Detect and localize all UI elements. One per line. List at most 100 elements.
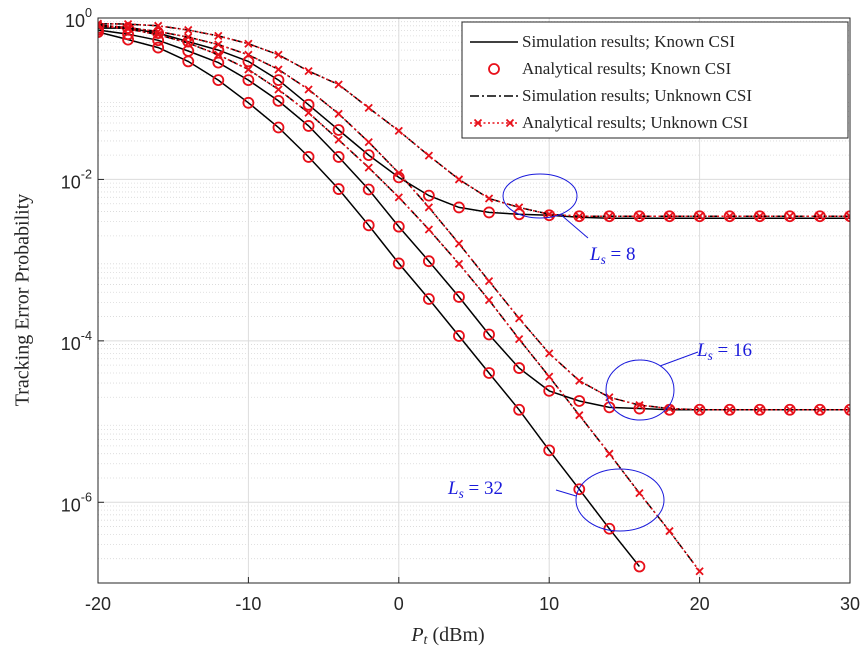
marker-x: [545, 349, 554, 358]
marker-x: [505, 118, 515, 128]
marker-circle: [488, 63, 500, 75]
y-tick-label: 10-2: [61, 168, 92, 192]
marker-circle: [483, 328, 495, 341]
marker-circle: [242, 96, 255, 109]
marker-x: [575, 411, 584, 420]
series-line: [98, 31, 640, 567]
marker-circle: [362, 183, 375, 196]
legend: Simulation results; Known CSI Analytical …: [461, 21, 849, 139]
marker-x: [184, 38, 193, 48]
x-tick-label: 0: [394, 594, 404, 614]
marker-x: [214, 50, 223, 59]
marker-circle: [152, 41, 165, 54]
marker-circle: [212, 56, 225, 69]
x-tick-label: 30: [840, 594, 860, 614]
marker-x: [334, 135, 343, 144]
x-tick-label: -20: [85, 594, 111, 614]
marker-x: [244, 65, 253, 74]
legend-box: [461, 21, 849, 139]
marker-x: [364, 163, 373, 172]
marker-x: [454, 259, 464, 268]
marker-x: [394, 126, 403, 135]
x-tick-label: 10: [539, 594, 559, 614]
marker-x: [755, 405, 764, 414]
marker-circle: [513, 362, 526, 374]
marker-x: [815, 212, 825, 221]
marker-x: [695, 405, 704, 414]
marker-x: [244, 39, 253, 48]
annotation-pointer: [659, 351, 699, 367]
marker-x: [473, 118, 483, 128]
marker-circle: [844, 403, 850, 416]
x-tick-label: -10: [235, 594, 261, 614]
marker-circle: [573, 395, 586, 407]
plot-frame: [97, 17, 851, 584]
x-axis-label: Pt (dBm): [410, 624, 484, 649]
y-tick-label: 100: [65, 6, 92, 30]
marker-x: [665, 212, 674, 221]
marker-x: [815, 405, 825, 414]
marker-x: [274, 65, 283, 74]
marker-x: [214, 40, 223, 49]
legend-label: Simulation results; Known CSI: [522, 32, 735, 51]
marker-x: [845, 405, 850, 414]
marker-circle: [453, 291, 465, 303]
marker-x: [424, 203, 434, 212]
marker-x: [394, 193, 403, 202]
marker-circle: [513, 403, 526, 416]
marker-circle: [453, 330, 465, 342]
marker-x: [424, 151, 434, 160]
marker-circle: [362, 149, 375, 162]
marker-circle: [242, 55, 255, 68]
legend-label: Analytical results; Unknown CSI: [522, 113, 749, 132]
marker-x: [785, 212, 794, 221]
marker-x: [364, 103, 373, 113]
marker-x: [454, 239, 464, 248]
ticks: 100 10-2 10-4 10-6 -20 -10 0 10 20 30: [61, 6, 860, 613]
marker-x: [274, 85, 283, 94]
marker-circle: [392, 220, 405, 233]
marker-x: [484, 295, 494, 305]
marker-circle: [392, 257, 405, 270]
marker-x: [274, 50, 283, 59]
annotation-ellipse: [502, 173, 578, 219]
marker-x: [605, 393, 614, 402]
marker-circle: [332, 151, 345, 163]
marker-circle: [633, 560, 646, 573]
marker-circle: [543, 384, 556, 397]
marker-x: [514, 203, 524, 212]
marker-circle: [302, 151, 315, 163]
marker-circle: [332, 124, 345, 136]
y-tick-label: 10-6: [61, 491, 92, 515]
marker-x: [394, 168, 403, 178]
marker-circle: [422, 255, 435, 268]
marker-circle: [98, 26, 104, 38]
marker-x: [123, 24, 133, 34]
annotation-label: Ls = 32: [447, 478, 503, 501]
marker-x: [575, 212, 584, 221]
marker-x: [454, 175, 464, 184]
marker-x: [665, 526, 674, 536]
marker-circle: [543, 209, 556, 222]
marker-circle: [483, 206, 495, 219]
marker-x: [514, 314, 524, 323]
marker-x: [665, 404, 674, 413]
marker-circle: [422, 189, 435, 202]
marker-circle: [242, 74, 255, 87]
marker-x: [484, 194, 494, 203]
legend-label: Simulation results; Unknown CSI: [522, 86, 752, 105]
marker-x: [154, 27, 163, 36]
marker-x: [575, 376, 584, 385]
marker-x: [605, 449, 614, 458]
marker-circle: [272, 121, 285, 134]
annotation-ellipse: [605, 359, 675, 421]
marker-circle: [362, 219, 375, 232]
marker-x: [635, 400, 644, 410]
marker-x: [304, 85, 313, 94]
marker-circle: [513, 208, 526, 221]
marker-circle: [633, 402, 646, 415]
marker-x: [845, 212, 850, 221]
annotation-pointer: [559, 213, 589, 239]
x-tick-label: 20: [690, 594, 710, 614]
marker-x: [755, 212, 764, 221]
